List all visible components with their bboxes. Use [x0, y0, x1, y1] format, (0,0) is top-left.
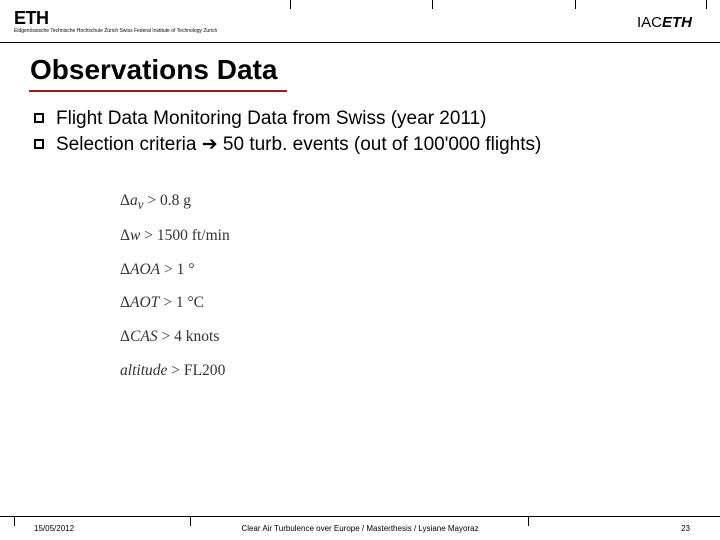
- eth-logo: ETH: [14, 8, 49, 29]
- bullet-icon: [34, 139, 44, 149]
- footer-rule: [0, 516, 720, 517]
- slide-header: ETH Eidgenössische Technische Hochschule…: [0, 0, 720, 42]
- slide-footer: 15/05/2012 Clear Air Turbulence over Eur…: [0, 516, 720, 540]
- slide-title: Observations Data: [30, 54, 277, 86]
- bullet-item: Flight Data Monitoring Data from Swiss (…: [34, 106, 541, 132]
- formula-line: ΔAOA > 1 °: [120, 253, 230, 287]
- title-underline: [29, 90, 287, 92]
- formula-block: Δav > 0.8 g Δw > 1500 ft/min ΔAOA > 1 ° …: [120, 184, 230, 387]
- iac-prefix: IAC: [637, 14, 662, 31]
- formula-line: ΔAOT > 1 °C: [120, 286, 230, 320]
- formula-line: Δw > 1500 ft/min: [120, 219, 230, 253]
- header-tick: [432, 0, 433, 9]
- footer-page-number: 23: [681, 524, 690, 533]
- bullet-list: Flight Data Monitoring Data from Swiss (…: [34, 106, 541, 157]
- header-tick: [706, 0, 707, 9]
- eth-logo-subtitle: Eidgenössische Technische Hochschule Zür…: [14, 28, 217, 34]
- header-rule: [0, 42, 720, 43]
- iac-eth-label: IACETH: [637, 14, 692, 31]
- formula-line: ΔCAS > 4 knots: [120, 320, 230, 354]
- formula-line: altitude > FL200: [120, 354, 230, 388]
- formula-line: Δav > 0.8 g: [120, 184, 230, 219]
- header-tick: [290, 0, 291, 9]
- bullet-text: Flight Data Monitoring Data from Swiss (…: [56, 106, 486, 132]
- header-tick: [575, 0, 576, 9]
- bullet-text: Selection criteria ➔ 50 turb. events (ou…: [56, 132, 541, 158]
- iac-suffix: ETH: [662, 14, 692, 31]
- footer-center-text: Clear Air Turbulence over Europe / Maste…: [0, 524, 720, 533]
- bullet-icon: [34, 113, 44, 123]
- bullet-item: Selection criteria ➔ 50 turb. events (ou…: [34, 132, 541, 158]
